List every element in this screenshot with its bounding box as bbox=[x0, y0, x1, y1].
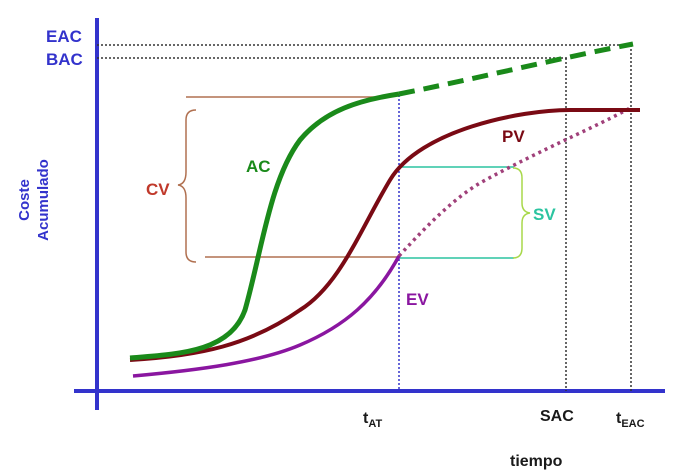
bac-label: BAC bbox=[46, 50, 83, 69]
ac-curve bbox=[129, 91, 400, 361]
ev-label: EV bbox=[406, 290, 429, 309]
ev-curve bbox=[132, 255, 401, 378]
pv-curve bbox=[129, 108, 640, 362]
sv-label: SV bbox=[533, 205, 556, 224]
ac-label: AC bbox=[246, 157, 271, 176]
x-axis-title: tiempo bbox=[510, 453, 563, 470]
sac-label: SAC bbox=[540, 408, 574, 425]
eac-label: EAC bbox=[46, 27, 82, 46]
t-at-label: tAT bbox=[363, 410, 382, 430]
ac-forecast-curve bbox=[398, 41, 634, 97]
y-axis-title-line1: Coste bbox=[16, 179, 33, 221]
y-axis-title-line2: Acumulado bbox=[35, 159, 52, 241]
cv-label: CV bbox=[146, 180, 170, 199]
t-eac-label: tEAC bbox=[616, 410, 645, 430]
sv-brace bbox=[512, 167, 531, 259]
ev-forecast-curve bbox=[397, 106, 631, 258]
cv-brace bbox=[177, 109, 197, 263]
pv-label: PV bbox=[502, 127, 525, 146]
